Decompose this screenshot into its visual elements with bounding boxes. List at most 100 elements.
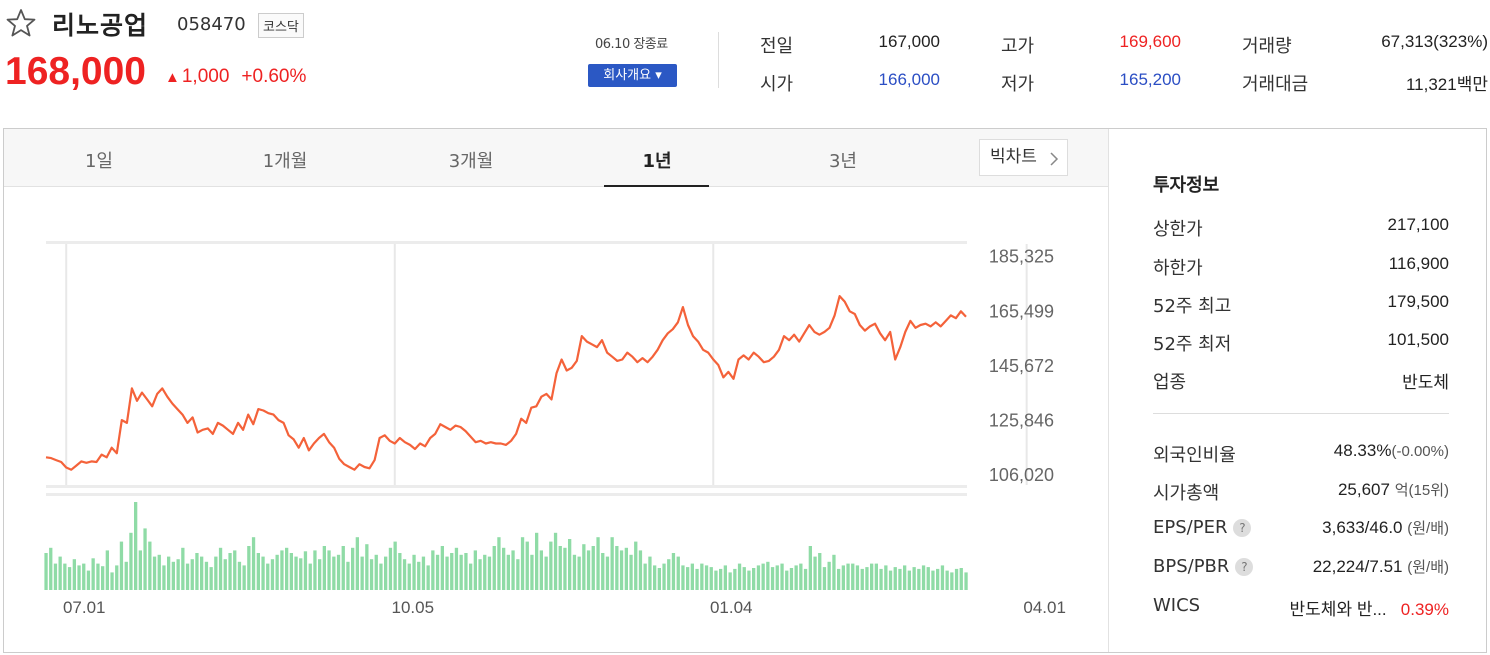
market-status: 06.10 장종료	[595, 37, 668, 52]
volume-bar	[105, 550, 109, 590]
lower-limit-row: 하한가 116,900	[1153, 254, 1449, 279]
price-line	[45, 295, 967, 471]
volume-bar	[200, 556, 204, 590]
low52-label: 52주 최저	[1153, 334, 1232, 355]
eps-per-label-wrap: EPS/PER?	[1153, 517, 1252, 538]
volume-bar	[662, 563, 666, 590]
volume-bar	[634, 541, 638, 590]
volume-bar	[827, 561, 831, 590]
prev-close-value: 167,000	[878, 32, 940, 51]
volume-bar	[384, 556, 388, 590]
volume-bar	[572, 554, 577, 590]
volume-bar	[355, 537, 359, 590]
volume-bar	[313, 550, 317, 590]
volume-bar	[388, 547, 393, 590]
volume-bar	[483, 554, 487, 590]
volume-bar	[879, 568, 883, 590]
help-icon[interactable]: ?	[1233, 519, 1252, 537]
volume-bar	[535, 532, 539, 590]
volume-bar	[686, 567, 690, 590]
volume-bar	[723, 565, 727, 590]
sector-row: 업종 반도체	[1153, 368, 1449, 393]
tab-3y[interactable]: 3년	[828, 151, 857, 172]
volume-bar	[709, 567, 713, 590]
volume-bar	[671, 553, 676, 590]
wics-value: 반도체와 반... 0.39%	[1290, 595, 1449, 620]
volume-bar	[822, 567, 827, 590]
volume-bar	[478, 559, 482, 590]
volume-bar	[459, 554, 463, 590]
volume-bar	[917, 568, 921, 590]
volume-bar	[365, 544, 369, 590]
wics-sector[interactable]: 반도체와 반...	[1289, 600, 1387, 619]
volume-bar	[445, 556, 449, 590]
volume-bar	[303, 551, 308, 590]
volume-bar	[115, 565, 119, 590]
volume-bar	[129, 532, 133, 590]
volume-bar	[539, 550, 543, 590]
volume-bar	[162, 565, 166, 590]
change-percent: +0.60%	[241, 66, 307, 87]
up-arrow-icon: ▲	[165, 69, 180, 86]
x-axis-labels: 07.01 10.05 01.04 04.01	[63, 598, 1066, 617]
tab-1d[interactable]: 1일	[84, 151, 113, 172]
eps-per-row: EPS/PER? 3,633/46.0 (원/배)	[1153, 517, 1449, 541]
volume-bar	[190, 559, 194, 590]
volume-bar	[63, 563, 67, 590]
volume-bar	[549, 541, 553, 590]
y-tick-label: 185,325	[989, 247, 1054, 267]
star-icon[interactable]	[5, 7, 37, 39]
volume-bar	[586, 550, 591, 590]
volume-bar	[907, 570, 911, 590]
price-change: ▲ 1,000 +0.60%	[165, 66, 306, 88]
y-tick-label: 165,499	[989, 301, 1054, 321]
volume-bar	[912, 567, 916, 590]
volume-bar	[124, 561, 128, 590]
volume-bar	[82, 563, 86, 590]
grid-line	[46, 241, 967, 244]
volume-bar	[728, 572, 732, 590]
volume-bar	[936, 568, 940, 590]
bps-pbr-label: BPS/PBR	[1153, 556, 1230, 577]
eps-per-value: 3,633/46.0 (원/배)	[1322, 517, 1449, 538]
volume-bar	[841, 565, 845, 590]
volume-bar	[261, 556, 265, 590]
price-chart[interactable]: 185,325 165,499 145,672 125,846 106,020 07.0…	[4, 187, 1108, 653]
volume-bar	[615, 546, 619, 590]
x-tick-label: 04.01	[1023, 598, 1066, 617]
volume-bar	[643, 563, 647, 590]
y-tick-label: 125,846	[989, 411, 1054, 431]
y-axis-labels: 185,325 165,499 145,672 125,846 106,020	[989, 247, 1054, 486]
volume-bar	[426, 565, 430, 590]
open-label: 시가	[760, 74, 794, 95]
volume-bar	[544, 556, 548, 590]
volume-bar	[714, 570, 718, 590]
volume-bar	[898, 568, 902, 590]
volume-bar	[553, 532, 558, 590]
stock-name: 리노공업	[52, 11, 149, 40]
volume-bar	[101, 566, 105, 590]
volume-bar	[667, 559, 671, 590]
sector-value[interactable]: 반도체	[1402, 373, 1449, 392]
volume-bar	[143, 528, 147, 590]
volume-bar	[421, 556, 426, 590]
market-cap-number: 25,607	[1337, 480, 1390, 499]
volume-bar	[181, 547, 185, 590]
volume-bar	[336, 554, 341, 590]
tab-1m[interactable]: 1개월	[262, 151, 308, 172]
foreign-ratio-number: 48.33%	[1333, 441, 1392, 460]
tab-1y[interactable]: 1년	[642, 151, 672, 172]
volume-bar	[176, 559, 180, 590]
low-label: 저가	[1001, 74, 1035, 95]
tab-3m[interactable]: 3개월	[448, 151, 494, 172]
volume-bar	[285, 547, 289, 590]
volume-bar	[86, 570, 91, 590]
high52-label: 52주 최고	[1153, 296, 1232, 317]
bigchart-button[interactable]: 빅차트	[979, 139, 1068, 176]
volume-bar	[58, 556, 62, 590]
company-overview-button[interactable]: 회사개요 ▾	[588, 64, 677, 87]
volume-bar	[157, 554, 161, 590]
volume-bar	[209, 567, 213, 590]
volume-bar	[870, 563, 874, 590]
help-icon[interactable]: ?	[1235, 558, 1254, 576]
